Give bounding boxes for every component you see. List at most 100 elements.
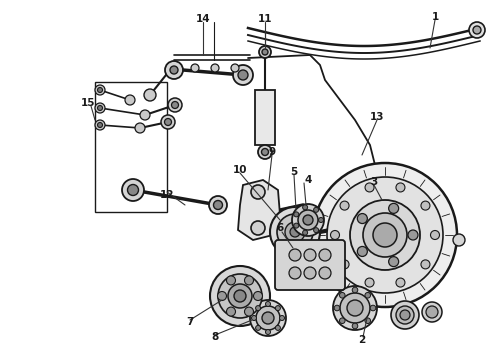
Circle shape [365,318,370,324]
Circle shape [294,212,299,217]
Bar [255,90,275,145]
Bar [95,82,167,212]
Circle shape [256,306,261,311]
Circle shape [233,65,253,85]
Circle shape [218,274,262,318]
Circle shape [318,217,323,222]
Text: 7: 7 [186,317,194,327]
Circle shape [352,323,358,329]
Circle shape [122,179,144,201]
Circle shape [294,223,299,228]
Circle shape [333,286,377,330]
Circle shape [266,329,270,334]
Circle shape [347,300,363,316]
Circle shape [289,267,301,279]
Text: 6: 6 [276,223,284,233]
Circle shape [258,145,272,159]
Circle shape [251,221,265,235]
Circle shape [161,115,175,129]
Text: 15: 15 [81,98,95,108]
Circle shape [396,183,405,192]
Circle shape [135,123,145,133]
Circle shape [327,177,443,293]
Circle shape [168,98,182,112]
Circle shape [209,196,227,214]
Circle shape [400,310,410,320]
Circle shape [365,292,370,298]
Circle shape [340,292,345,298]
Circle shape [98,122,102,127]
Circle shape [140,110,150,120]
Circle shape [251,315,256,320]
Circle shape [226,276,236,285]
Circle shape [245,276,253,285]
Circle shape [285,222,305,242]
Circle shape [304,267,316,279]
Circle shape [95,103,105,113]
Circle shape [238,70,248,80]
Circle shape [314,228,318,233]
Circle shape [422,302,442,322]
Circle shape [165,118,172,126]
Circle shape [319,249,331,261]
Text: 1: 1 [431,12,439,22]
Circle shape [256,306,280,330]
Circle shape [289,249,301,261]
Circle shape [98,87,102,93]
Circle shape [340,293,370,323]
Circle shape [396,278,405,287]
Circle shape [95,85,105,95]
Circle shape [373,223,397,247]
FancyBboxPatch shape [275,240,345,290]
Circle shape [389,257,399,267]
Text: 12: 12 [160,190,174,200]
Circle shape [304,249,316,261]
Circle shape [357,247,368,256]
Circle shape [95,120,105,130]
Circle shape [270,207,320,257]
Circle shape [245,307,253,316]
Circle shape [234,290,246,302]
Circle shape [332,257,348,273]
Circle shape [279,315,285,320]
Circle shape [275,306,280,311]
Circle shape [250,300,286,336]
Circle shape [421,260,430,269]
Circle shape [473,26,481,34]
Circle shape [340,318,345,324]
Circle shape [370,305,376,311]
Text: 14: 14 [196,14,210,24]
Circle shape [357,213,368,224]
Circle shape [211,64,219,72]
Circle shape [303,230,308,235]
Circle shape [191,64,199,72]
Circle shape [125,95,135,105]
Circle shape [262,49,268,55]
Circle shape [313,163,457,307]
Text: 2: 2 [358,335,366,345]
Circle shape [298,210,318,230]
Text: 5: 5 [291,167,297,177]
Circle shape [365,183,374,192]
Circle shape [350,200,420,270]
Circle shape [277,214,313,250]
Polygon shape [238,180,280,240]
Circle shape [290,227,300,237]
Circle shape [218,292,226,301]
Text: 3: 3 [370,177,378,187]
Circle shape [426,306,438,318]
Circle shape [319,267,331,279]
Circle shape [365,278,374,287]
Circle shape [363,213,407,257]
Circle shape [303,215,313,225]
Circle shape [226,307,236,316]
Circle shape [340,201,349,210]
Circle shape [421,201,430,210]
Circle shape [391,301,419,329]
Circle shape [262,312,274,324]
Text: 9: 9 [269,147,275,157]
Circle shape [253,292,263,301]
Circle shape [453,234,465,246]
Circle shape [172,102,178,108]
Circle shape [170,66,178,74]
